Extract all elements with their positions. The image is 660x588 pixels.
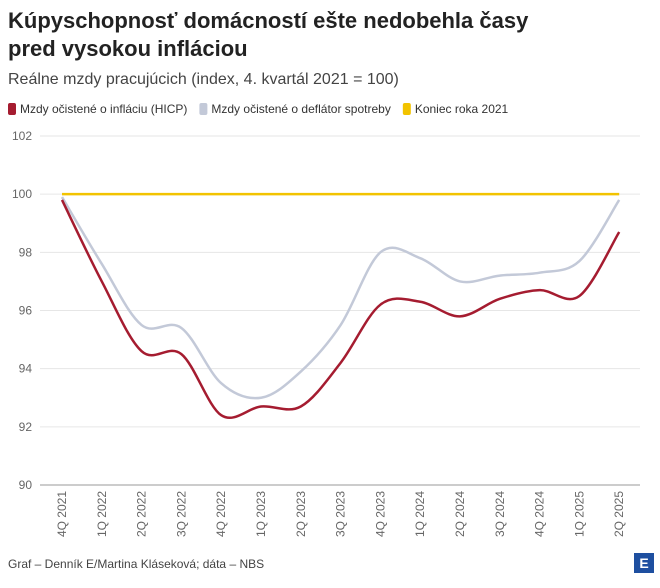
series-line <box>60 199 621 419</box>
x-tick-label: 2Q 2025 <box>612 491 626 537</box>
x-tick-label: 2Q 2023 <box>294 491 308 537</box>
legend-swatch <box>199 103 208 115</box>
x-tick-label: 2Q 2022 <box>135 491 149 537</box>
legend-label: Mzdy očistené o infláciu (HICP) <box>20 102 187 116</box>
source: Graf – Denník E/Martina Kláseková; dáta … <box>8 557 264 571</box>
x-tick-label: 1Q 2022 <box>95 491 109 537</box>
x-tick-label: 2Q 2024 <box>453 491 467 537</box>
y-tick-label: 96 <box>19 304 33 318</box>
x-tick-label: 4Q 2023 <box>373 491 387 537</box>
y-tick-label: 92 <box>19 420 33 434</box>
series-line <box>60 196 621 400</box>
y-tick-label: 100 <box>12 187 32 201</box>
legend-swatch <box>8 103 16 115</box>
x-tick-label: 3Q 2022 <box>174 491 188 537</box>
x-tick-label: 1Q 2024 <box>413 491 427 537</box>
x-tick-label: 4Q 2021 <box>55 491 69 537</box>
chart-subtitle: Reálne mzdy pracujúcich (index, 4. kvart… <box>8 71 399 88</box>
x-tick-label: 4Q 2024 <box>533 491 547 537</box>
logo-box <box>634 553 654 573</box>
y-tick-label: 94 <box>19 362 33 376</box>
legend-swatch <box>402 103 411 115</box>
x-tick-label: 3Q 2023 <box>334 491 348 537</box>
x-tick-label: 1Q 2025 <box>572 491 586 537</box>
chart-title: Kúpyschopnosť domácností ešte nedobehla … <box>8 8 529 61</box>
x-tick-label: 4Q 2022 <box>214 491 228 537</box>
y-tick-label: 98 <box>19 245 33 259</box>
logo: E <box>639 555 648 571</box>
x-tick-label: 3Q 2024 <box>493 491 507 537</box>
x-tick-label: 1Q 2023 <box>254 491 268 537</box>
y-tick-label: 102 <box>12 129 32 143</box>
legend-label: Mzdy očistené o deflátor spotreby <box>211 102 390 116</box>
y-tick-label: 90 <box>19 478 33 492</box>
legend-label: Koniec roka 2021 <box>415 102 509 116</box>
